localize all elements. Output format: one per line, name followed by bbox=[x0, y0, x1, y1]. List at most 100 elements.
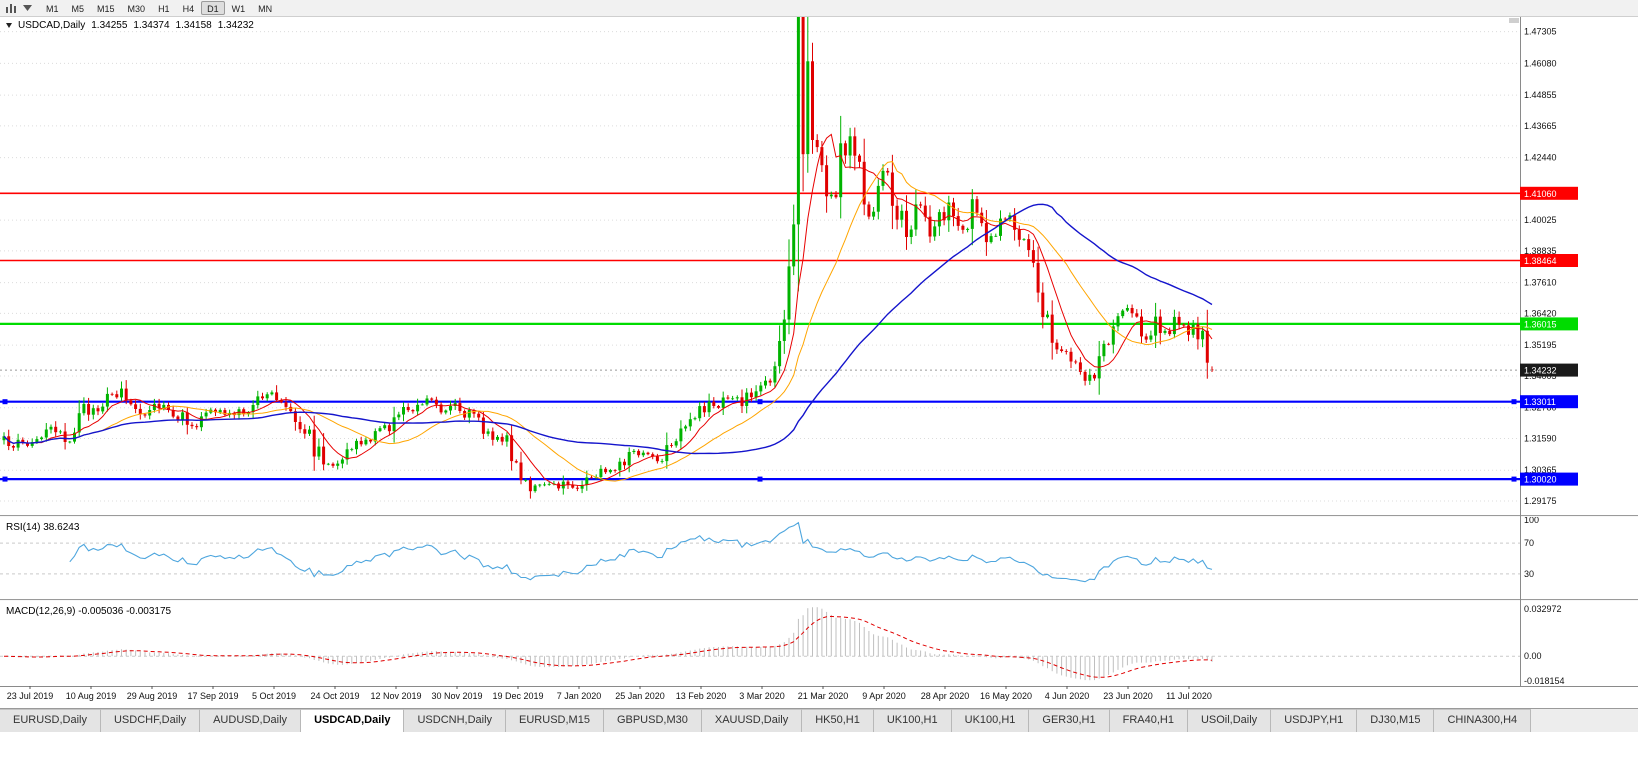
chart-tab-gbpusd-m30[interactable]: GBPUSD,M30 bbox=[603, 709, 702, 732]
chart-tab-eurusd-daily[interactable]: EURUSD,Daily bbox=[0, 709, 101, 732]
current-price-label: 1.34232 bbox=[1520, 363, 1578, 377]
chart-tabs: EURUSD,Daily USDCHF,Daily AUDUSD,Daily USDC… bbox=[0, 708, 1638, 732]
period-button-d1[interactable]: D1 bbox=[201, 1, 225, 15]
chart-tab-ger30-h1[interactable]: GER30,H1 bbox=[1029, 709, 1110, 732]
ohlc-high: 1.34374 bbox=[133, 20, 170, 31]
chart-tab-uk100-h1[interactable]: UK100,H1 bbox=[873, 709, 952, 732]
ma-21-line bbox=[3, 161, 1213, 482]
svg-text:29 Aug 2019: 29 Aug 2019 bbox=[127, 691, 178, 701]
price-label-1.30020: 1.30020 bbox=[1520, 472, 1578, 486]
svg-text:23 Jul 2019: 23 Jul 2019 bbox=[7, 691, 54, 701]
svg-text:9 Apr 2020: 9 Apr 2020 bbox=[862, 691, 906, 701]
ohlc-open: 1.34255 bbox=[91, 20, 128, 31]
period-button-h4[interactable]: H4 bbox=[182, 4, 195, 14]
price-label-1.38464: 1.38464 bbox=[1520, 254, 1578, 267]
candles-layer bbox=[2, 17, 1214, 499]
svg-text:30: 30 bbox=[1524, 569, 1534, 579]
svg-text:1.35195: 1.35195 bbox=[1524, 340, 1557, 350]
rsi-label: RSI(14) 38.6243 bbox=[6, 522, 80, 533]
svg-text:1.37610: 1.37610 bbox=[1524, 278, 1557, 288]
svg-text:1.30365: 1.30365 bbox=[1524, 465, 1557, 475]
chart-canvas[interactable]: 1.47305 1.46080 1.44855 1.43665 1.42440 1.400… bbox=[0, 17, 1638, 708]
svg-text:0.00: 0.00 bbox=[1524, 651, 1542, 661]
price-label-1.33011: 1.33011 bbox=[1520, 395, 1578, 409]
chart-tab-uk100-h1[interactable]: UK100,H1 bbox=[951, 709, 1030, 732]
chart-symbol-label: USDCAD,Daily bbox=[18, 20, 86, 31]
moving-average-lines bbox=[3, 133, 1213, 487]
svg-text:28 Apr 2020: 28 Apr 2020 bbox=[921, 691, 970, 701]
period-button-m5[interactable]: M5 bbox=[71, 4, 85, 14]
chart-area[interactable]: 1.47305 1.46080 1.44855 1.43665 1.42440 1.400… bbox=[0, 17, 1638, 708]
chart-tab-usdjpy-h1[interactable]: USDJPY,H1 bbox=[1271, 709, 1358, 732]
svg-text:1.30020: 1.30020 bbox=[1524, 475, 1557, 485]
chart-tab-usdcad-daily[interactable]: USDCAD,Daily bbox=[301, 709, 405, 732]
chart-tab-china300-h4[interactable]: CHINA300,H4 bbox=[1434, 709, 1532, 732]
chart-tab-eurusd-m15[interactable]: EURUSD,M15 bbox=[506, 709, 604, 732]
chart-tab-audusd-daily[interactable]: AUDUSD,Daily bbox=[200, 709, 302, 732]
svg-text:25 Jan 2020: 25 Jan 2020 bbox=[615, 691, 665, 701]
rsi-panel bbox=[0, 521, 1520, 583]
macd-label: MACD(12,26,9) -0.005036 -0.003175 bbox=[6, 606, 172, 617]
svg-text:3 Mar 2020: 3 Mar 2020 bbox=[739, 691, 785, 701]
svg-text:24 Oct 2019: 24 Oct 2019 bbox=[310, 691, 359, 701]
chart-bars-icon[interactable] bbox=[2, 0, 19, 16]
svg-text:1.34232: 1.34232 bbox=[1524, 366, 1557, 376]
period-button-h1[interactable]: H1 bbox=[158, 4, 170, 14]
chart-tab-fra40-h1[interactable]: FRA40,H1 bbox=[1109, 709, 1188, 732]
svg-text:1.46080: 1.46080 bbox=[1524, 58, 1557, 68]
period-button-mn[interactable]: MN bbox=[258, 4, 273, 14]
rsi-axis: 100 70 30 bbox=[1524, 515, 1539, 579]
price-label-1.41060: 1.41060 bbox=[1520, 186, 1578, 200]
macd-panel bbox=[0, 607, 1520, 681]
period-button-m1[interactable]: M1 bbox=[46, 4, 59, 14]
svg-text:12 Nov 2019: 12 Nov 2019 bbox=[370, 691, 421, 701]
svg-text:1.33011: 1.33011 bbox=[1524, 397, 1556, 407]
svg-text:23 Jun 2020: 23 Jun 2020 bbox=[1103, 691, 1153, 701]
chart-title: USDCAD,Daily 1.34255 1.34374 1.34158 1.3… bbox=[6, 20, 254, 31]
period-button-m15[interactable]: M15 bbox=[97, 4, 115, 14]
rsi-line bbox=[69, 521, 1213, 583]
price-grid bbox=[0, 31, 1520, 502]
svg-text:1.36015: 1.36015 bbox=[1524, 319, 1557, 329]
svg-text:-0.018154: -0.018154 bbox=[1524, 676, 1565, 686]
timeframe-buttons: M1 M5 M15 M30 H1 H4 D1 W1 MN bbox=[40, 1, 279, 15]
svg-text:7 Jan 2020: 7 Jan 2020 bbox=[557, 691, 602, 701]
hline-1.30020[interactable] bbox=[0, 476, 1520, 482]
svg-text:19 Dec 2019: 19 Dec 2019 bbox=[492, 691, 543, 701]
period-button-m30[interactable]: M30 bbox=[127, 4, 146, 14]
chart-tab-dj30-m15[interactable]: DJ30,M15 bbox=[1357, 709, 1435, 732]
svg-text:30 Nov 2019: 30 Nov 2019 bbox=[431, 691, 482, 701]
svg-text:1.41060: 1.41060 bbox=[1524, 189, 1557, 199]
svg-text:1.38464: 1.38464 bbox=[1524, 256, 1557, 266]
svg-text:70: 70 bbox=[1524, 538, 1534, 548]
svg-text:10 Aug 2019: 10 Aug 2019 bbox=[66, 691, 117, 701]
macd-axis: 0.032972 0.00 -0.018154 bbox=[1524, 604, 1565, 686]
price-label-1.36015: 1.36015 bbox=[1520, 317, 1578, 331]
chart-background bbox=[0, 17, 1638, 708]
period-button-w1[interactable]: W1 bbox=[231, 4, 246, 14]
svg-text:21 Mar 2020: 21 Mar 2020 bbox=[798, 691, 849, 701]
svg-text:1.44855: 1.44855 bbox=[1524, 90, 1557, 100]
chart-dropdown-icon[interactable] bbox=[19, 0, 36, 16]
chart-tab-usoil-daily[interactable]: USOil,Daily bbox=[1187, 709, 1272, 732]
symbol-marker-icon bbox=[6, 23, 12, 28]
svg-text:1.36420: 1.36420 bbox=[1524, 308, 1557, 318]
axis-scroll-corner bbox=[1509, 18, 1519, 23]
svg-text:0.032972: 0.032972 bbox=[1524, 604, 1562, 614]
chart-tab-xauusd-daily[interactable]: XAUUSD,Daily bbox=[701, 709, 803, 732]
timeframes-toolbar: M1 M5 M15 M30 H1 H4 D1 W1 MN bbox=[0, 0, 1638, 17]
ma-55-line bbox=[3, 203, 1213, 455]
svg-text:1.43665: 1.43665 bbox=[1524, 121, 1557, 131]
ohlc-close: 1.34232 bbox=[217, 20, 254, 31]
svg-text:13 Feb 2020: 13 Feb 2020 bbox=[676, 691, 727, 701]
chart-tab-usdcnh-daily[interactable]: USDCNH,Daily bbox=[404, 709, 507, 732]
svg-text:11 Jul 2020: 11 Jul 2020 bbox=[1166, 691, 1212, 701]
svg-text:1.29175: 1.29175 bbox=[1524, 496, 1557, 506]
svg-text:5 Oct 2019: 5 Oct 2019 bbox=[252, 691, 296, 701]
chart-tab-usdchf-daily[interactable]: USDCHF,Daily bbox=[100, 709, 201, 732]
chart-tab-hk50-h1[interactable]: HK50,H1 bbox=[802, 709, 874, 732]
ohlc-low: 1.34158 bbox=[175, 20, 212, 31]
svg-text:4 Jun 2020: 4 Jun 2020 bbox=[1045, 691, 1090, 701]
time-axis[interactable]: 23 Jul 2019 10 Aug 2019 29 Aug 2019 17 Sep … bbox=[7, 686, 1212, 701]
panel-splitters[interactable] bbox=[0, 17, 1638, 687]
